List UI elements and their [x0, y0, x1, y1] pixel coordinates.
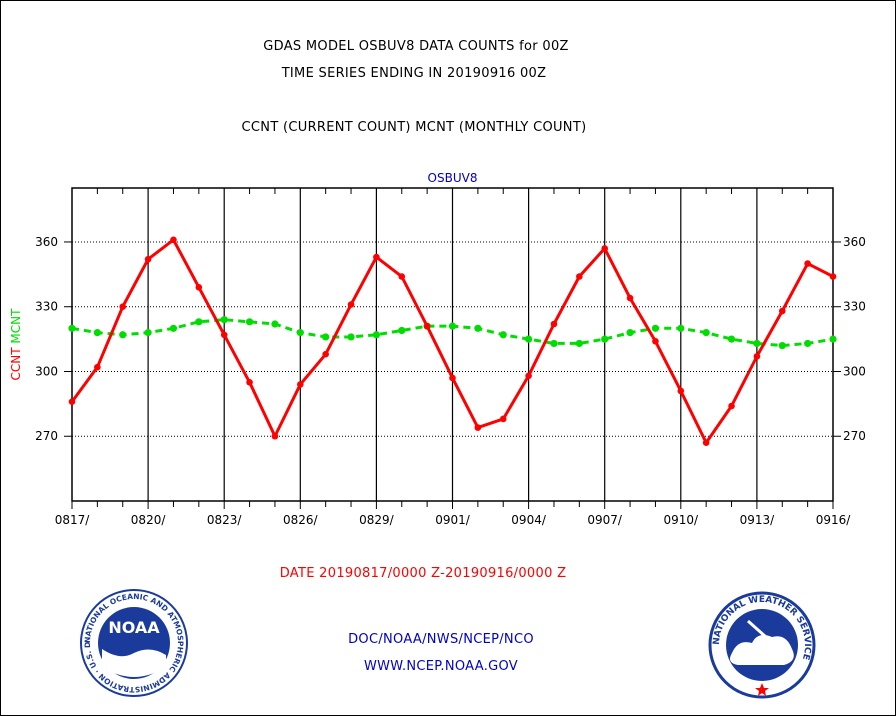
ccnt-point — [804, 260, 811, 267]
mcnt-point — [68, 324, 76, 332]
x-tick-label: 0913/ — [740, 513, 776, 527]
ccnt-point — [195, 283, 203, 291]
x-tick-label: 0907/ — [587, 513, 623, 527]
mcnt-point — [550, 339, 558, 348]
ccnt-point — [373, 253, 380, 261]
ccnt-point — [525, 372, 532, 380]
y-tick-label-right: 330 — [843, 300, 866, 314]
mcnt-point — [575, 339, 583, 348]
x-tick-label: 0904/ — [511, 513, 547, 527]
mcnt-point — [398, 326, 406, 335]
ccnt-point — [601, 245, 608, 252]
y-tick-label-left: 330 — [35, 300, 58, 314]
footer-url-link[interactable]: WWW.NCEP.NOAA.GOV — [363, 659, 519, 674]
y-tick-label-left: 300 — [35, 364, 58, 378]
x-tick-label: 0820/ — [131, 513, 167, 527]
ccnt-point — [119, 303, 127, 311]
ccnt-point — [474, 424, 482, 431]
ccnt-point — [677, 387, 685, 395]
mcnt-point — [169, 324, 178, 332]
line-chart: 270 270 300 300 330 330 360 360 0817/0820/0823/0… — [9, 171, 866, 527]
ccnt-point — [423, 322, 431, 330]
ccnt-point — [398, 273, 406, 280]
x-tick-label: 0829/ — [359, 513, 395, 527]
mcnt-point — [727, 335, 736, 343]
ccnt-point — [220, 331, 228, 339]
ccnt-point — [778, 307, 786, 315]
mcnt-point — [245, 318, 254, 326]
mcnt-point — [144, 329, 152, 337]
mcnt-point — [119, 331, 127, 339]
ccnt-point — [449, 374, 456, 382]
ccnt-point — [499, 415, 507, 423]
y-tick-label-left: 360 — [35, 235, 58, 249]
ccnt-point — [728, 402, 735, 410]
noaa-logo-text: NOAA — [108, 618, 160, 637]
mcnt-point — [195, 318, 203, 326]
chart-subtitle: CCNT (CURRENT COUNT) MCNT (MONTHLY COUNT… — [241, 120, 587, 135]
x-tick-label: 0817/ — [55, 513, 91, 527]
mcnt-point — [322, 333, 330, 341]
mcnt-point — [220, 316, 228, 324]
x-tick-label: 0901/ — [435, 513, 471, 527]
mcnt-point — [474, 324, 482, 332]
y-tick-label-right: 270 — [843, 429, 866, 443]
ccnt-point — [94, 363, 101, 371]
footer-org[interactable]: DOC/NOAA/NWS/NCEP/NCO — [348, 632, 534, 647]
ccnt-point — [170, 236, 177, 244]
mcnt-point — [347, 333, 355, 341]
ccnt-point — [246, 378, 253, 386]
x-tick-label: 0826/ — [283, 513, 319, 527]
ccnt-point — [68, 398, 76, 406]
mcnt-point — [651, 324, 660, 332]
mcnt-point — [271, 320, 279, 328]
mcnt-point — [93, 329, 101, 337]
ccnt-point — [753, 353, 761, 360]
ccnt-point — [576, 273, 583, 280]
mcnt-point — [499, 331, 507, 339]
mcnt-point — [372, 331, 380, 339]
y-tick-label-left: 270 — [35, 429, 58, 443]
mcnt-point — [778, 341, 786, 350]
y-tick-label-right: 300 — [843, 364, 866, 378]
date-range: DATE 20190817/0000 Z-20190916/0000 Z — [279, 566, 567, 581]
ccnt-point — [347, 301, 355, 308]
mcnt-point — [525, 335, 533, 343]
chart-title-line2: TIME SERIES ENDING IN 20190916 00Z — [281, 66, 547, 81]
ccnt-point — [652, 337, 659, 345]
y-tick-label-right: 360 — [843, 235, 866, 249]
x-tick-label: 0916/ — [816, 513, 852, 527]
y-axis-label-ccnt: CCNT — [9, 347, 23, 381]
ccnt-point — [144, 255, 152, 263]
mcnt-point — [677, 324, 685, 332]
y-axis-label: CCNT MCNT — [9, 308, 23, 381]
ccnt-point — [297, 381, 304, 388]
ccnt-point — [271, 432, 279, 440]
ccnt-point — [702, 439, 710, 447]
mcnt-point — [601, 335, 609, 343]
x-tick-label: 0823/ — [207, 513, 243, 527]
noaa-logo: NATIONAL OCEANIC AND ATMOSPHERIC ADMINIS… — [80, 589, 188, 697]
ccnt-point — [322, 350, 329, 358]
ccnt-point — [626, 294, 634, 302]
ccnt-point — [829, 273, 837, 280]
mcnt-point — [804, 339, 812, 348]
mcnt-point — [626, 329, 634, 337]
panel-label: OSBUV8 — [428, 171, 478, 185]
mcnt-point — [829, 335, 837, 343]
ccnt-point — [550, 320, 558, 328]
mcnt-point — [753, 339, 761, 348]
nws-logo: NATIONAL WEATHER SERVICE — [708, 591, 816, 699]
x-tick-label: 0910/ — [664, 513, 700, 527]
mcnt-point — [296, 329, 304, 337]
y-axis-label-mcnt: MCNT — [9, 308, 23, 348]
chart-title: GDAS MODEL OSBUV8 DATA COUNTS for 00Z — [263, 39, 569, 54]
mcnt-point — [702, 329, 710, 337]
mcnt-point — [448, 322, 457, 330]
